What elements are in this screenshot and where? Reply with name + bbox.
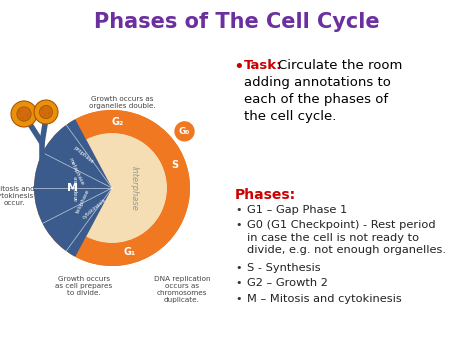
Text: •: •	[235, 294, 241, 304]
Circle shape	[57, 133, 167, 243]
Text: S - Synthesis: S - Synthesis	[247, 263, 320, 273]
Text: Phases:: Phases:	[235, 188, 296, 202]
Text: prophase: prophase	[73, 145, 95, 164]
Circle shape	[11, 101, 37, 127]
Text: Growth occurs as
organelles double.: Growth occurs as organelles double.	[89, 96, 155, 109]
Text: cytokinesis: cytokinesis	[82, 198, 107, 220]
Text: Task:: Task:	[244, 59, 283, 72]
Circle shape	[41, 108, 44, 111]
Text: G2 – Growth 2: G2 – Growth 2	[247, 279, 328, 289]
Text: G₁: G₁	[123, 247, 136, 257]
Circle shape	[26, 114, 28, 116]
Text: G1 – Gap Phase 1: G1 – Gap Phase 1	[247, 205, 347, 215]
Text: Mitosis and
cytokinesis
occur.: Mitosis and cytokinesis occur.	[0, 186, 35, 206]
Wedge shape	[34, 110, 190, 266]
Text: DNA replication
occurs as
chromosomes
duplicate.: DNA replication occurs as chromosomes du…	[154, 276, 210, 303]
Text: •: •	[235, 263, 241, 273]
Text: G₂: G₂	[112, 117, 124, 127]
Circle shape	[34, 100, 58, 124]
Text: metaphase: metaphase	[68, 157, 85, 186]
Circle shape	[173, 120, 195, 142]
Text: M – Mitosis and cytokinesis: M – Mitosis and cytokinesis	[247, 294, 402, 304]
Text: Circulate the room
adding annotations to
each of the phases of
the cell cycle.: Circulate the room adding annotations to…	[244, 59, 402, 123]
Text: Phases of The Cell Cycle: Phases of The Cell Cycle	[94, 12, 380, 32]
Text: G₀: G₀	[179, 127, 190, 136]
Text: anaphase: anaphase	[74, 175, 79, 201]
Wedge shape	[75, 110, 190, 266]
Text: •: •	[233, 58, 244, 76]
Circle shape	[44, 114, 46, 117]
Text: S: S	[171, 160, 178, 170]
Text: •: •	[235, 205, 241, 215]
Wedge shape	[34, 119, 112, 257]
Circle shape	[19, 110, 21, 113]
Circle shape	[21, 116, 24, 119]
Text: Interphase: Interphase	[129, 165, 138, 211]
Circle shape	[48, 112, 50, 114]
Text: Growth occurs
as cell prepares
to divide.: Growth occurs as cell prepares to divide…	[55, 276, 113, 296]
Text: G0 (G1 Checkpoint) - Rest period
in case the cell is not ready to
divide, e.g. n: G0 (G1 Checkpoint) - Rest period in case…	[247, 220, 446, 255]
Circle shape	[17, 107, 31, 121]
Text: M: M	[67, 183, 79, 193]
Text: •: •	[235, 220, 241, 230]
Text: telophase: telophase	[76, 189, 91, 214]
Text: •: •	[235, 279, 241, 289]
Circle shape	[39, 105, 53, 119]
